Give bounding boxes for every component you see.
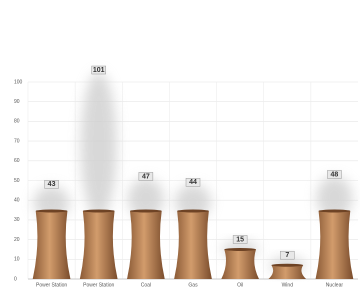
tower: [268, 265, 306, 279]
y-tick-label: 10: [14, 257, 20, 263]
tower-rim: [36, 210, 68, 213]
x-tick-label: Power Station: [36, 282, 67, 288]
tower: [221, 249, 259, 279]
y-tick-label: 30: [14, 217, 20, 223]
y-tick-label: 60: [14, 158, 20, 164]
tower: [316, 211, 354, 279]
value-label: 101: [93, 67, 105, 74]
value-label: 44: [189, 179, 197, 186]
x-tick-label: Nuclear: [326, 282, 344, 288]
x-tick-label: Oil: [237, 282, 243, 288]
value-label: 43: [48, 181, 56, 188]
value-label: 48: [331, 171, 339, 178]
y-tick-label: 0: [14, 276, 17, 282]
value-label: 15: [236, 236, 244, 243]
y-tick-label: 40: [14, 198, 20, 204]
y-tick-label: 90: [14, 99, 20, 105]
y-tick-label: 100: [14, 79, 23, 85]
x-tick-label: Wind: [282, 282, 294, 288]
value-label: 47: [142, 173, 150, 180]
tower-rim: [224, 248, 256, 251]
x-tick-label: Gas: [188, 282, 198, 288]
tower: [174, 211, 212, 279]
value-label: 7: [285, 252, 289, 259]
y-tick-label: 80: [14, 119, 20, 125]
y-tick-label: 20: [14, 237, 20, 243]
tower: [33, 211, 71, 279]
y-tick-label: 50: [14, 178, 20, 184]
smoke: [81, 72, 117, 219]
tower-rim: [177, 210, 209, 213]
chart: 0 10 20 30 40 50 60 70 80 90 100 43 Power Station 101…: [0, 0, 360, 291]
tower-rim: [130, 210, 162, 213]
tower-rim: [271, 264, 303, 267]
tower-rim: [319, 210, 351, 213]
tower: [127, 211, 165, 279]
tower-rim: [83, 210, 115, 213]
x-tick-label: Coal: [141, 282, 151, 288]
tower: [80, 211, 118, 279]
x-tick-label: Power Station: [83, 282, 114, 288]
y-tick-label: 70: [14, 138, 20, 144]
